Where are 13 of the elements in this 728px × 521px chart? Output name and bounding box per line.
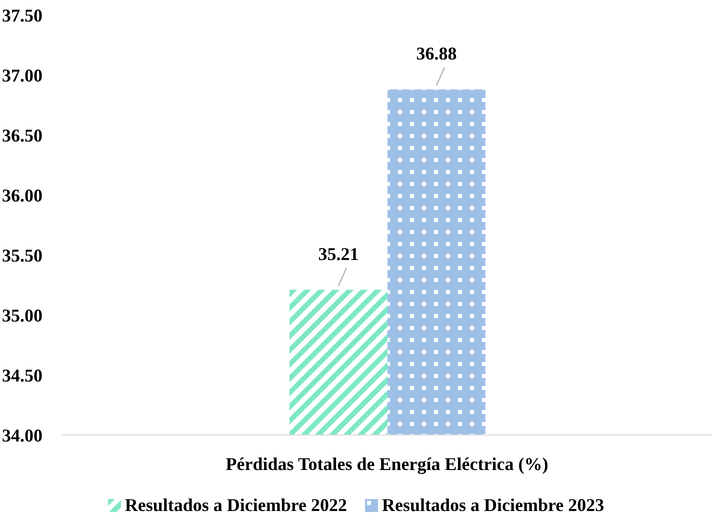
data-label: 35.21 xyxy=(318,244,359,264)
data-label: 36.88 xyxy=(416,43,457,64)
y-tick-label: 35.50 xyxy=(2,245,42,266)
y-tick-label: 36.50 xyxy=(2,125,42,146)
legend-label: Resultados a Diciembre 2022 xyxy=(124,495,347,516)
y-tick-label: 34.50 xyxy=(2,365,42,386)
y-tick-label: 37.00 xyxy=(2,65,42,86)
x-tick-label: Pérdidas Totales de Energía Eléctrica (%) xyxy=(226,454,548,474)
y-tick-label: 35.00 xyxy=(2,305,42,326)
y-tick-label: 37.50 xyxy=(2,5,42,26)
y-tick-label: 36.00 xyxy=(2,185,42,206)
y-tick-label: 34.00 xyxy=(2,425,42,446)
legend-label: Resultados a Diciembre 2023 xyxy=(381,495,604,516)
